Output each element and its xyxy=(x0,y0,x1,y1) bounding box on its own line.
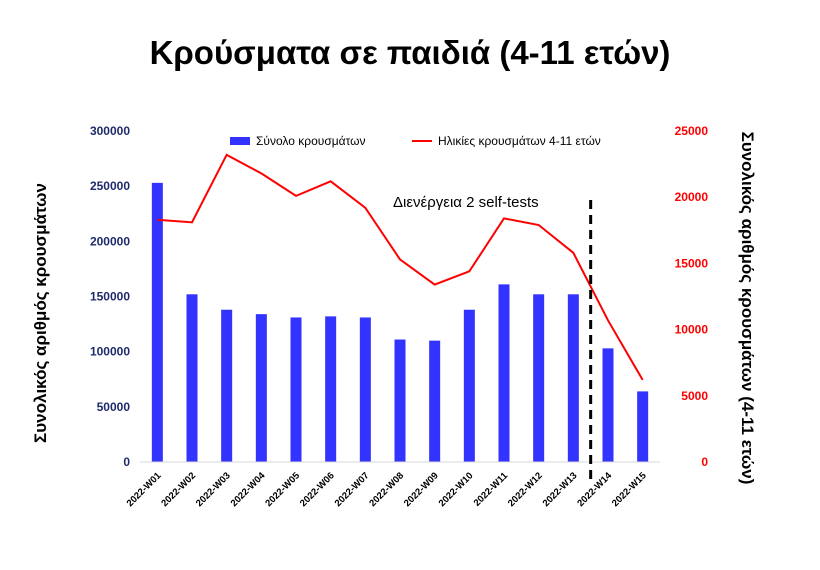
right-tick-label: 0 xyxy=(701,455,708,469)
x-tick-label: 2022-W01 xyxy=(125,470,164,509)
bar xyxy=(637,391,649,462)
bar xyxy=(533,294,545,462)
bar xyxy=(325,316,337,462)
bar xyxy=(463,309,475,462)
left-axis-ticks: 0 50000 100000 150000 200000 250000 300000 xyxy=(90,124,130,469)
bar-series xyxy=(151,182,649,462)
bar xyxy=(290,317,302,462)
chart-title: Κρούσματα σε παιδιά (4-11 ετών) xyxy=(149,34,671,71)
left-tick-label: 0 xyxy=(123,455,130,469)
x-tick-label: 2022-W03 xyxy=(194,470,233,509)
right-axis-ticks: 0 5000 10000 15000 20000 25000 xyxy=(675,124,709,469)
x-tick-label: 2022-W04 xyxy=(229,470,268,509)
x-tick-label: 2022-W10 xyxy=(437,470,476,509)
right-tick-label: 20000 xyxy=(675,190,709,204)
right-tick-label: 5000 xyxy=(681,389,708,403)
left-tick-label: 100000 xyxy=(90,345,130,359)
legend: Σύνολο κρουσμάτων Ηλικίες κρουσμάτων 4-1… xyxy=(230,134,601,148)
bar xyxy=(602,348,614,462)
left-tick-label: 250000 xyxy=(90,179,130,193)
x-tick-label: 2022-W14 xyxy=(575,470,614,509)
left-tick-label: 300000 xyxy=(90,124,130,138)
right-tick-label: 25000 xyxy=(675,124,709,138)
bar xyxy=(359,317,371,462)
x-tick-label: 2022-W02 xyxy=(159,470,198,509)
left-tick-label: 200000 xyxy=(90,234,130,248)
x-tick-label: 2022-W15 xyxy=(610,470,649,509)
x-tick-label: 2022-W11 xyxy=(472,470,511,509)
legend-label-bars: Σύνολο κρουσμάτων xyxy=(256,134,366,148)
bar xyxy=(151,182,163,462)
annotation-label: Διενέργεια 2 self-tests xyxy=(393,194,539,211)
x-tick-label: 2022-W05 xyxy=(263,470,302,509)
x-tick-label: 2022-W07 xyxy=(333,470,372,509)
left-tick-label: 150000 xyxy=(90,290,130,304)
left-axis-label: Συνολικός αριθμός κρουσμάτων xyxy=(31,183,50,443)
x-tick-label: 2022-W08 xyxy=(367,470,406,509)
x-tick-label: 2022-W12 xyxy=(506,470,545,509)
legend-swatch-bars xyxy=(230,137,250,145)
right-tick-label: 15000 xyxy=(675,256,709,270)
x-tick-label: 2022-W13 xyxy=(541,470,580,509)
bar xyxy=(221,309,233,462)
bar xyxy=(186,294,198,462)
legend-label-line: Ηλικίες κρουσμάτων 4-11 ετών xyxy=(438,134,601,148)
bar xyxy=(255,314,267,462)
line-series xyxy=(157,153,644,381)
bar xyxy=(498,284,510,462)
x-tick-label: 2022-W06 xyxy=(298,470,337,509)
x-tick-label: 2022-W09 xyxy=(402,470,441,509)
right-axis-label: Συνολικός αριθμός κρουσμάτων (4-11 ετών) xyxy=(738,132,757,485)
bar xyxy=(567,294,579,462)
left-tick-label: 50000 xyxy=(97,400,131,414)
x-axis-ticks: 2022-W012022-W022022-W032022-W042022-W05… xyxy=(125,470,650,509)
bar xyxy=(429,340,441,462)
bar xyxy=(394,339,406,462)
right-tick-label: 10000 xyxy=(675,323,709,337)
